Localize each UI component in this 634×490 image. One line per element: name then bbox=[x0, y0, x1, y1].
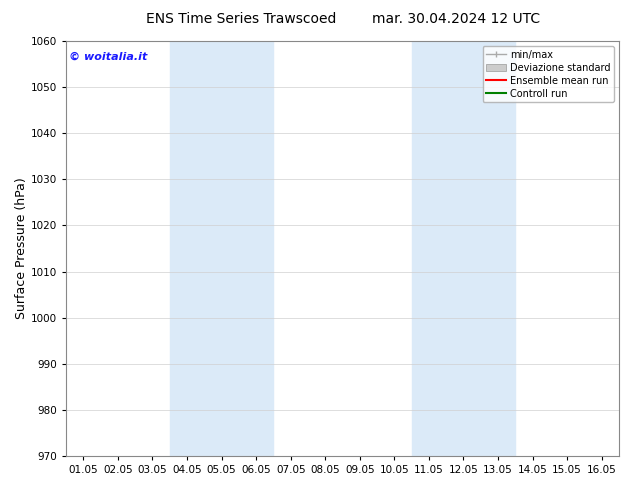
Legend: min/max, Deviazione standard, Ensemble mean run, Controll run: min/max, Deviazione standard, Ensemble m… bbox=[482, 46, 614, 102]
Text: mar. 30.04.2024 12 UTC: mar. 30.04.2024 12 UTC bbox=[372, 12, 541, 26]
Y-axis label: Surface Pressure (hPa): Surface Pressure (hPa) bbox=[15, 178, 28, 319]
Bar bbox=[411, 41, 515, 456]
Text: ENS Time Series Trawscoed: ENS Time Series Trawscoed bbox=[146, 12, 336, 26]
Bar bbox=[170, 41, 273, 456]
Text: © woitalia.it: © woitalia.it bbox=[69, 51, 147, 61]
